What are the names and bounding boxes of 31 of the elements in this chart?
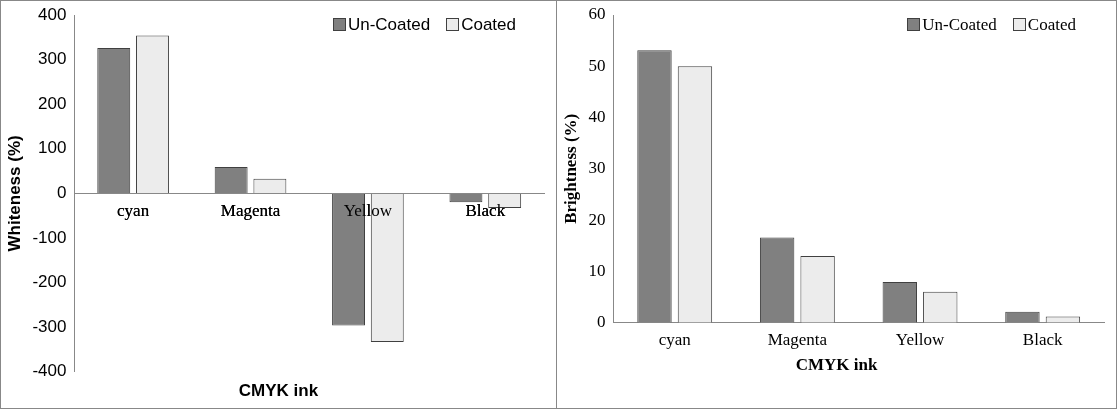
x-tick-label: Yellow	[895, 330, 945, 350]
y-tick-label: -200	[32, 272, 67, 292]
y-tick-label: 0	[56, 183, 67, 203]
y-tick-label: 40	[588, 107, 606, 126]
y-tick-label: 100	[38, 138, 67, 158]
y-tick-label: 0	[596, 312, 606, 332]
y-tick-label: -400	[32, 361, 67, 381]
x-tick-label: Magenta	[220, 201, 281, 221]
legend-label: Un-Coated	[347, 15, 431, 34]
y-axis-title: Brightness (%)	[560, 113, 580, 224]
y-tick-label: -300	[32, 316, 67, 336]
y-tick-label: 10	[588, 260, 606, 280]
legend-label: Un-Coated	[922, 15, 997, 34]
x-tick-label: cyan	[658, 330, 692, 350]
legend-label: Coated	[461, 15, 516, 34]
x-tick-label: Black	[1022, 330, 1063, 350]
legend-label: Coated	[1027, 15, 1076, 34]
y-tick-label: 400	[38, 4, 67, 24]
x-tick-label: Black	[465, 201, 506, 221]
x-axis-title: CMYK ink	[237, 381, 320, 401]
y-tick-label: 300	[38, 49, 67, 69]
x-tick-label: Magenta	[767, 330, 828, 350]
y-tick-label: 60	[588, 4, 606, 24]
y-tick-label: 50	[588, 55, 606, 75]
x-axis-title: CMYK ink	[794, 355, 879, 375]
y-axis-title: Whiteness (%)	[4, 135, 24, 252]
y-tick-label: -100	[32, 227, 67, 247]
y-tick-label: 20	[588, 209, 606, 229]
y-tick-label: 30	[588, 158, 606, 178]
x-tick-label: cyan	[117, 201, 150, 221]
y-tick-label: 200	[38, 93, 67, 113]
